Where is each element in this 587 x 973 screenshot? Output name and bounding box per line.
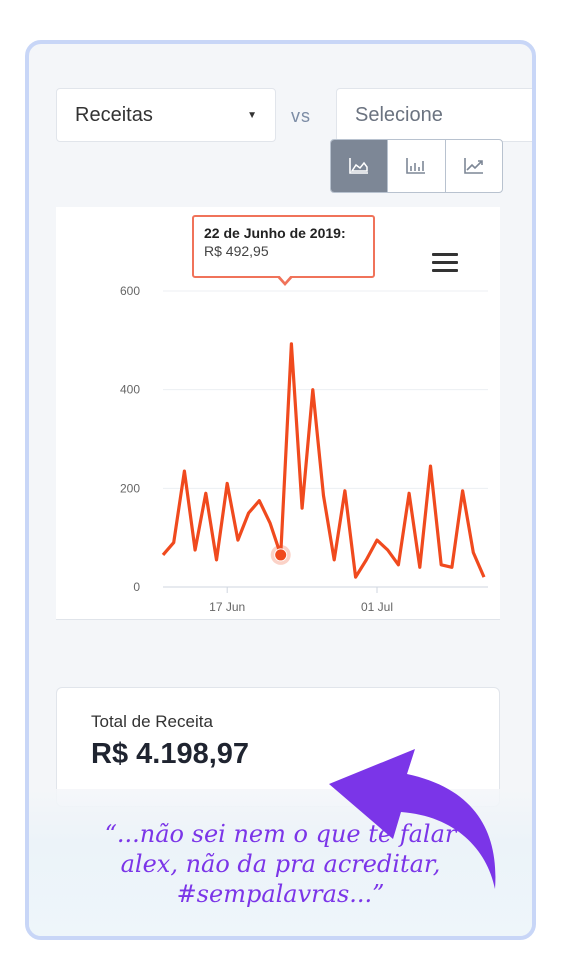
chart-type-toggle <box>330 139 503 193</box>
x-tick-label: 17 Jun <box>209 600 245 614</box>
chart-tooltip: 22 de Junho de 2019: R$ 492,95 <box>192 215 375 286</box>
quote-line-2: alex, não da pra acreditar, <box>120 850 441 878</box>
metric-select-value: Receitas <box>75 103 153 126</box>
compare-select[interactable]: Selecione <box>336 88 532 142</box>
area-chart-icon <box>349 158 369 174</box>
highlight-point <box>274 548 288 562</box>
chart-card: Receitas ▼ vs Selecione 0 200 400 600 17 Jun <box>25 40 536 940</box>
chevron-down-icon: ▼ <box>247 109 257 121</box>
line-chart-icon <box>464 158 483 174</box>
area-chart-button[interactable] <box>331 140 389 192</box>
line-chart-button[interactable] <box>446 140 502 192</box>
tooltip-title: 22 de Junho de 2019: <box>204 225 346 241</box>
quote-line-3: #sempalavras...” <box>176 880 385 908</box>
y-tick-label: 400 <box>120 383 140 397</box>
hamburger-menu-icon[interactable] <box>432 253 458 273</box>
y-tick-label: 200 <box>120 481 140 495</box>
quote-line-1: “...não sei nem o que te falar <box>104 820 457 848</box>
chart-panel: 0 200 400 600 17 Jun 01 Jul 22 de Junho de 20… <box>56 207 500 620</box>
vs-label: vs <box>291 106 311 126</box>
x-tick-label: 01 Jul <box>361 600 393 614</box>
tooltip-value: R$ 492,95 <box>204 243 269 259</box>
line-chart: 0 200 400 600 17 Jun 01 Jul <box>120 284 488 614</box>
total-label: Total de Receita <box>91 712 213 731</box>
metric-select[interactable]: Receitas ▼ <box>56 88 276 142</box>
bar-chart-icon <box>406 158 426 174</box>
compare-select-placeholder: Selecione <box>355 103 443 126</box>
y-tick-label: 600 <box>120 284 140 298</box>
bar-chart-button[interactable] <box>388 140 446 192</box>
y-tick-label: 0 <box>133 580 140 594</box>
curved-arrow-icon <box>329 749 496 889</box>
series-line <box>161 342 486 579</box>
testimonial-quote: “...não sei nem o que te falar alex, não… <box>29 819 532 909</box>
total-value: R$ 4.198,97 <box>91 738 250 770</box>
